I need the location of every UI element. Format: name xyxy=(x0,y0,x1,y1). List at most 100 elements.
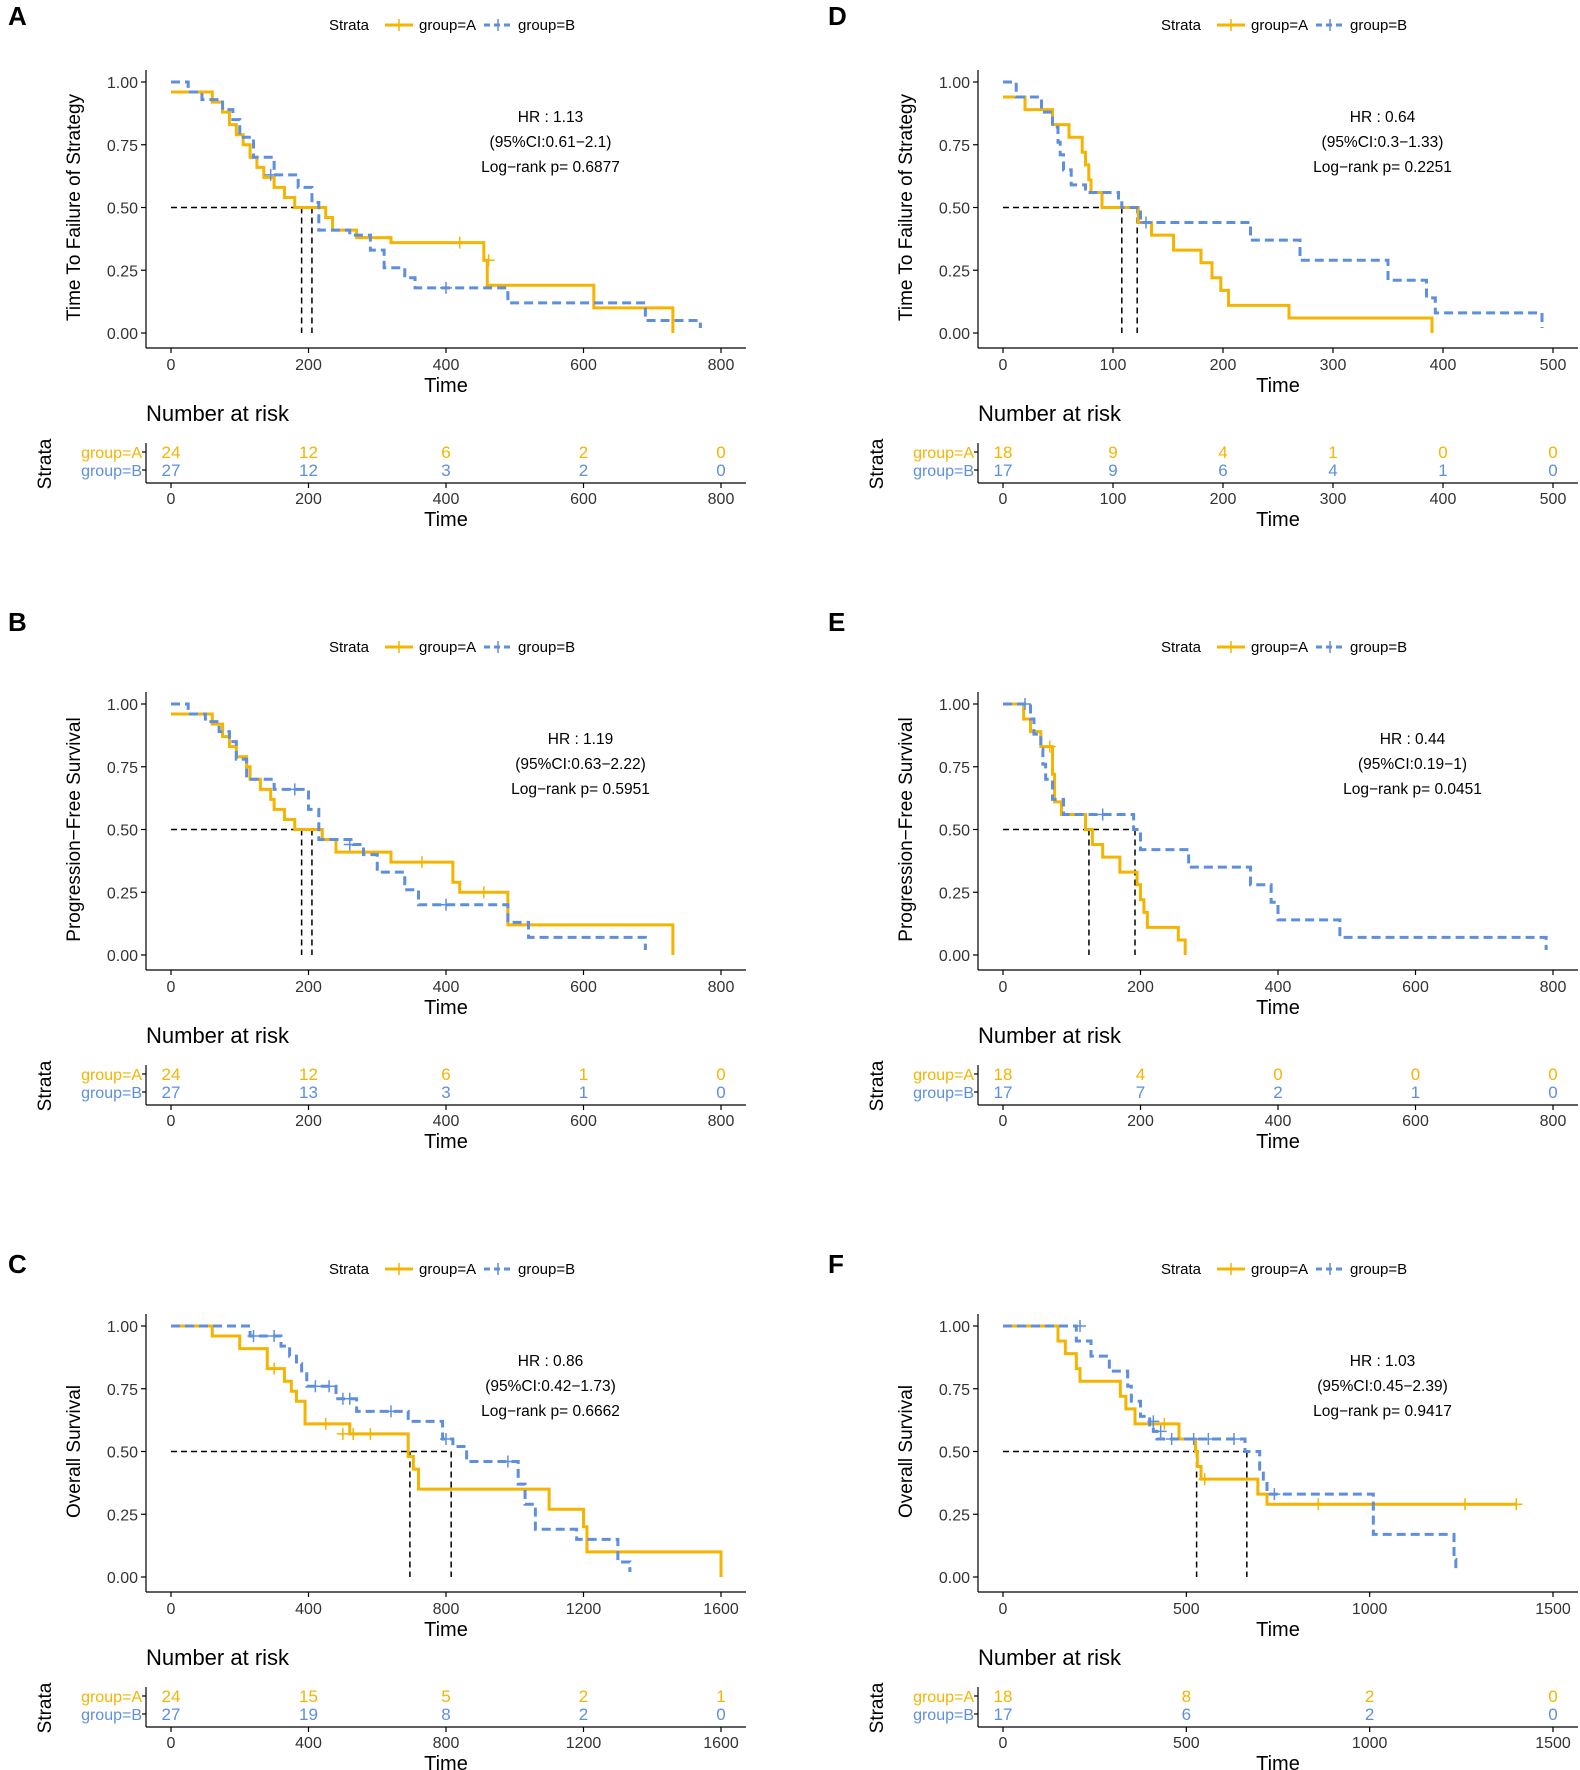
risk-count-b: 13 xyxy=(299,1083,318,1102)
risk-count-b: 8 xyxy=(441,1705,450,1724)
legend-title: Strata xyxy=(329,17,370,34)
legend-label-b: group=B xyxy=(518,1261,575,1278)
x-tick-label: 200 xyxy=(295,357,322,374)
censor-mark-group-a xyxy=(347,1427,360,1440)
censor-mark-group-a xyxy=(319,1417,332,1430)
risk-count-a: 2 xyxy=(579,443,588,462)
x-tick-label: 1600 xyxy=(703,1601,739,1618)
y-tick-label: 0.50 xyxy=(107,201,138,218)
panel-letter: A xyxy=(8,1,27,31)
risk-count-a: 6 xyxy=(441,443,450,462)
y-tick-label: 0.50 xyxy=(939,823,970,840)
censor-mark-group-b xyxy=(247,1330,260,1343)
risk-x-tick-label: 800 xyxy=(708,491,735,508)
legend-label-a: group=A xyxy=(1251,17,1308,34)
censor-mark-group-a xyxy=(1459,1498,1471,1511)
x-axis-label: Time xyxy=(424,375,468,397)
legend: Strata group=A group=B xyxy=(329,1261,575,1278)
legend-label-b: group=B xyxy=(518,17,575,34)
risk-x-tick-label: 600 xyxy=(1402,1113,1429,1130)
risk-table-title: Number at risk xyxy=(978,1023,1122,1048)
y-tick-label: 1.00 xyxy=(107,1319,138,1336)
risk-row-label-a: group=A xyxy=(913,445,974,462)
censor-mark-group-b xyxy=(288,783,301,796)
risk-count-b: 27 xyxy=(162,461,181,480)
stats-line: HR : 0.44 xyxy=(1380,731,1446,748)
censor-mark-group-b xyxy=(323,1380,336,1393)
risk-count-b: 0 xyxy=(716,1705,725,1724)
risk-count-a: 0 xyxy=(1548,1687,1557,1706)
risk-count-b: 12 xyxy=(299,461,318,480)
km-curve-group-b xyxy=(1003,80,1544,328)
risk-y-label: Strata xyxy=(867,1060,888,1111)
y-tick-label: 1.00 xyxy=(107,697,138,714)
risk-x-label: Time xyxy=(424,1131,468,1153)
km-curve-group-a xyxy=(171,712,675,955)
risk-count-b: 0 xyxy=(716,1083,725,1102)
risk-count-a: 24 xyxy=(162,1065,181,1084)
y-tick-label: 0.25 xyxy=(107,263,138,280)
km-curve-group-a xyxy=(1003,95,1434,333)
stats-line: HR : 1.13 xyxy=(518,109,583,126)
y-tick-label: 0.50 xyxy=(107,1445,138,1462)
y-tick-label: 0.00 xyxy=(107,326,138,343)
risk-count-a: 4 xyxy=(1218,443,1227,462)
x-tick-label: 600 xyxy=(570,979,597,996)
y-tick-label: 0.25 xyxy=(939,1507,970,1524)
y-tick-label: 1.00 xyxy=(939,697,970,714)
risk-count-a: 15 xyxy=(299,1687,318,1706)
legend: Strata group=A group=B xyxy=(329,639,575,656)
risk-x-tick-label: 100 xyxy=(1100,491,1127,508)
x-tick-label: 300 xyxy=(1320,357,1347,374)
censor-mark-group-b xyxy=(1147,1415,1160,1428)
risk-x-tick-label: 400 xyxy=(1265,1113,1292,1130)
risk-count-b: 17 xyxy=(994,461,1013,480)
y-tick-label: 0.25 xyxy=(107,1507,138,1524)
y-tick-label: 0.00 xyxy=(939,948,970,965)
x-tick-label: 600 xyxy=(570,357,597,374)
risk-count-b: 0 xyxy=(1548,1083,1557,1102)
risk-row-label-a: group=A xyxy=(81,1067,142,1084)
risk-y-label: Strata xyxy=(35,1060,56,1111)
stats-line: HR : 1.19 xyxy=(548,731,613,748)
stats-line: (95%CI:0.61−2.1) xyxy=(490,134,612,151)
risk-count-b: 19 xyxy=(299,1705,318,1724)
risk-table-title: Number at risk xyxy=(146,1645,290,1670)
y-axis-label: Progression−Free Survival xyxy=(64,717,85,941)
x-tick-label: 500 xyxy=(1173,1601,1200,1618)
y-tick-label: 1.00 xyxy=(939,75,970,92)
risk-row-label-b: group=B xyxy=(913,1707,974,1724)
y-tick-label: 0.25 xyxy=(107,885,138,902)
censor-mark-group-b xyxy=(1268,1488,1281,1501)
x-tick-label: 800 xyxy=(708,357,735,374)
panel-a: A Strata group=A group=B0.000.250.500.751.0… xyxy=(8,1,746,531)
legend-title: Strata xyxy=(329,639,370,656)
censor-mark-group-b xyxy=(440,1432,452,1445)
risk-count-b: 2 xyxy=(579,1705,588,1724)
risk-count-a: 0 xyxy=(1548,443,1557,462)
y-tick-label: 1.00 xyxy=(107,75,138,92)
censor-mark-group-b xyxy=(1165,1432,1178,1445)
x-tick-label: 0 xyxy=(999,979,1008,996)
risk-x-tick-label: 800 xyxy=(1540,1113,1567,1130)
x-axis-label: Time xyxy=(1256,997,1300,1019)
x-tick-label: 400 xyxy=(1430,357,1457,374)
risk-count-b: 17 xyxy=(994,1705,1013,1724)
risk-row-label-b: group=B xyxy=(81,463,142,480)
censor-mark-group-a xyxy=(415,856,428,869)
risk-row-label-b: group=B xyxy=(81,1707,142,1724)
risk-x-label: Time xyxy=(1256,1753,1300,1770)
risk-x-tick-label: 1500 xyxy=(1535,1735,1571,1752)
risk-y-label: Strata xyxy=(35,438,56,489)
risk-count-a: 0 xyxy=(1273,1065,1282,1084)
risk-count-b: 0 xyxy=(716,461,725,480)
panel-letter: D xyxy=(828,1,847,31)
risk-count-b: 0 xyxy=(1548,1705,1557,1724)
x-axis-label: Time xyxy=(424,997,468,1019)
risk-count-a: 24 xyxy=(162,1687,181,1706)
risk-count-b: 3 xyxy=(441,461,450,480)
risk-count-b: 3 xyxy=(441,1083,450,1102)
stats-line: (95%CI:0.45−2.39) xyxy=(1317,1378,1448,1395)
